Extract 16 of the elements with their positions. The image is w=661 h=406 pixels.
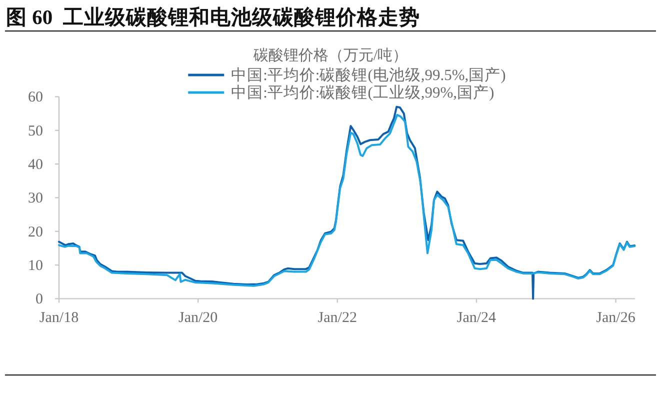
y-tick-label: 40	[28, 157, 43, 174]
x-tick-label: Jan/26	[596, 310, 636, 326]
legend-label: 中国:平均价:碳酸锂(工业级,99%,国产)	[231, 84, 494, 102]
x-tick-label: Jan/22	[318, 310, 357, 326]
title: 图 60 工业级碳酸锂和电池级碳酸锂价格走势	[6, 7, 420, 29]
x-tick-label: Jan/24	[456, 310, 497, 326]
y-tick-label: 0	[36, 292, 43, 308]
subtitle: 碳酸锂价格（万元/吨）	[253, 48, 408, 64]
y-tick-label: 60	[28, 90, 43, 106]
y-tick-label: 10	[28, 258, 43, 274]
x-tick-label: Jan/18	[39, 310, 79, 326]
x-tick-label: Jan/20	[178, 310, 218, 326]
y-tick-label: 50	[28, 123, 43, 140]
y-tick-label: 20	[28, 224, 43, 240]
y-tick-label: 30	[28, 190, 43, 207]
legend-label: 中国:平均价:碳酸锂(电池级,99.5%,国产)	[231, 66, 506, 84]
